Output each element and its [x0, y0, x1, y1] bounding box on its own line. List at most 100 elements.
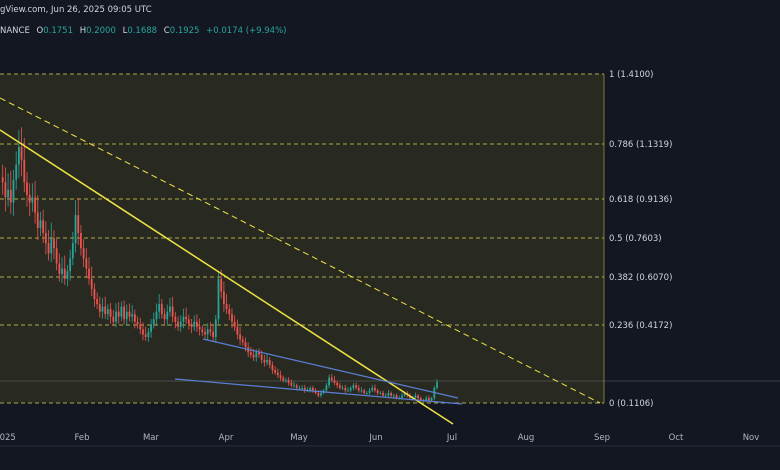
- open-value: 0.1751: [43, 26, 73, 36]
- candle-body: [193, 321, 196, 327]
- candle-body: [88, 268, 90, 279]
- x-tick-label: 2025: [0, 433, 16, 443]
- candle-body: [90, 278, 93, 289]
- candle-body: [320, 392, 322, 396]
- candle-body: [368, 390, 371, 393]
- candle-body: [187, 319, 190, 325]
- high-value: 0.2000: [86, 26, 116, 36]
- candle-body: [169, 306, 171, 312]
- candle-body: [392, 395, 395, 397]
- candle-body: [166, 311, 169, 320]
- candle-body: [198, 326, 201, 330]
- candle-body: [374, 387, 376, 391]
- exchange-label: NANCE: [0, 26, 30, 36]
- candle-body: [112, 316, 115, 322]
- candle-body: [152, 319, 155, 325]
- x-tick-label: Apr: [219, 433, 234, 443]
- candle-body: [419, 398, 422, 401]
- candle-body: [160, 304, 163, 315]
- candle-body: [117, 311, 120, 317]
- candle-body: [287, 380, 290, 383]
- candle-body: [9, 189, 12, 203]
- candle-body: [80, 232, 82, 249]
- candle-body: [279, 375, 282, 378]
- source-line: gView.com, Jun 26, 2025 09:05 UTC: [0, 5, 152, 15]
- candle-body: [352, 385, 355, 388]
- candle-body: [23, 159, 26, 183]
- high-label: H: [80, 26, 86, 36]
- candle-body: [196, 321, 198, 327]
- x-tick-label: Jun: [368, 433, 382, 443]
- candle-body: [298, 387, 301, 389]
- fib-label: 0.618 (0.9136): [609, 195, 672, 205]
- candle-body: [133, 314, 136, 322]
- candle-body: [39, 220, 42, 228]
- candle-body: [222, 291, 225, 305]
- candle-body: [212, 331, 215, 338]
- candle-body: [233, 321, 236, 327]
- ohlc-readout: NANCE O0.1751 H0.2000 L0.1688 C0.1925 +0…: [0, 26, 286, 36]
- candle-body: [395, 395, 398, 399]
- candle-body: [66, 271, 69, 279]
- candle-body: [142, 329, 144, 335]
- candle-body: [144, 334, 147, 338]
- fib-label: 0.786 (1.1319): [609, 140, 672, 150]
- candle-body: [158, 304, 161, 312]
- close-label: C: [164, 26, 170, 36]
- candle-body: [357, 387, 360, 391]
- candle-body: [201, 329, 204, 332]
- x-tick-label: Aug: [518, 433, 535, 443]
- candle-body: [220, 278, 223, 292]
- candle-body: [274, 370, 277, 373]
- candle-body: [47, 243, 50, 254]
- main-trendline: [0, 129, 454, 425]
- x-axis: 2025 Feb Mar Apr May Jun Jul Aug Sep Oct Nov: [0, 433, 780, 447]
- candle-body: [182, 316, 185, 322]
- candle-body: [4, 182, 7, 198]
- close-value: 0.1925: [170, 26, 200, 36]
- candle-body: [417, 395, 420, 399]
- candle-body: [290, 382, 293, 386]
- candle-body: [98, 304, 101, 312]
- candle-body: [55, 248, 58, 264]
- candle-body: [101, 306, 104, 312]
- x-tick-label: Oct: [669, 433, 684, 443]
- x-tick-label: Mar: [143, 433, 160, 443]
- candle-body: [12, 179, 15, 203]
- fib-label: 0 (0.1106): [609, 399, 653, 409]
- candle-body: [260, 354, 263, 360]
- candle-body: [255, 352, 258, 358]
- candle-body: [301, 387, 304, 389]
- candle-body: [77, 215, 80, 233]
- candle-body: [376, 390, 379, 393]
- candle-body: [231, 314, 233, 322]
- candle-body: [371, 387, 374, 391]
- candle-body: [355, 385, 357, 388]
- candle-body: [244, 342, 247, 348]
- candle-body: [428, 398, 430, 401]
- candle-body: [123, 306, 125, 320]
- candle-body: [258, 352, 260, 355]
- candle-body: [82, 248, 85, 259]
- candle-body: [185, 316, 188, 320]
- candle-body: [177, 321, 179, 327]
- candle-body: [293, 385, 295, 387]
- candle-body: [236, 326, 239, 335]
- candle-body: [131, 314, 134, 317]
- candle-body: [228, 309, 231, 315]
- candle-body: [85, 258, 88, 269]
- candle-body: [341, 387, 344, 389]
- candle-body: [365, 392, 368, 394]
- candle-body: [174, 316, 177, 322]
- candle-body: [136, 321, 139, 325]
- candle-body: [225, 304, 228, 310]
- candle-body: [328, 377, 330, 386]
- candle-body: [379, 392, 382, 394]
- fib-levels: 1 (1.4100) 0.786 (1.1319) 0.618 (0.9136) 0.…: [0, 70, 780, 409]
- candle-body: [382, 392, 384, 396]
- drawings: [0, 97, 601, 425]
- candle-body: [347, 390, 349, 392]
- candle-body: [69, 258, 72, 272]
- candle-body: [61, 268, 63, 274]
